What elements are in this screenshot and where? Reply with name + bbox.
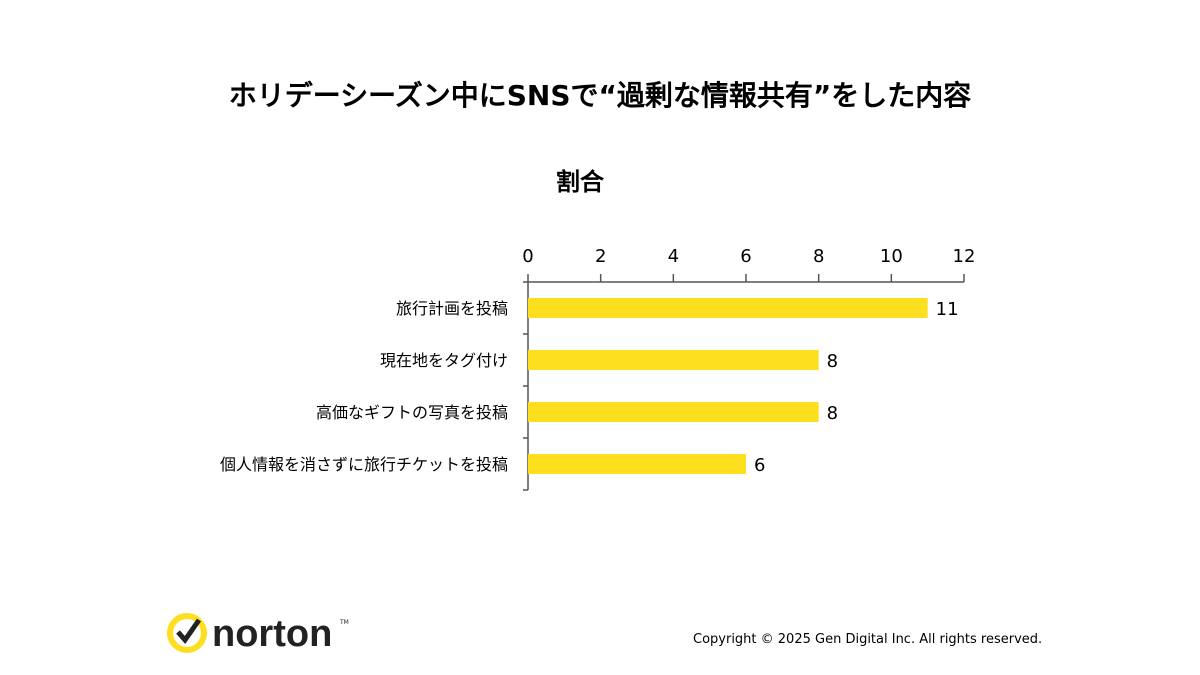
x-tick-label: 0 <box>522 246 533 267</box>
data-label: 8 <box>827 403 838 424</box>
x-tick-label: 12 <box>953 246 976 267</box>
svg-text:TM: TM <box>339 619 349 626</box>
bar <box>528 454 746 474</box>
chart-title: ホリデーシーズン中にSNSで“過剰な情報共有”をした内容 <box>228 79 972 112</box>
category-label: 現在地をタグ付け <box>380 351 508 370</box>
data-label: 11 <box>936 299 959 320</box>
category-label: 高価なギフトの写真を投稿 <box>316 403 508 422</box>
x-tick-label: 8 <box>813 246 824 267</box>
norton-logo: norton TM <box>166 610 356 660</box>
data-label: 6 <box>754 455 765 476</box>
norton-check-icon: norton TM <box>167 613 349 655</box>
norton-wordmark: norton <box>212 613 332 655</box>
category-label: 旅行計画を投稿 <box>396 299 508 318</box>
category-label: 個人情報を消さずに旅行チケットを投稿 <box>220 455 508 474</box>
x-tick-label: 10 <box>880 246 903 267</box>
x-tick-label: 4 <box>668 246 679 267</box>
bar <box>528 298 928 318</box>
chart-subtitle: 割合 <box>556 168 604 196</box>
x-tick-label: 6 <box>740 246 751 267</box>
x-tick-label: 2 <box>595 246 606 267</box>
copyright-text: Copyright © 2025 Gen Digital Inc. All ri… <box>693 632 1043 647</box>
data-label: 8 <box>827 351 838 372</box>
bar <box>528 402 819 422</box>
bar <box>528 350 819 370</box>
